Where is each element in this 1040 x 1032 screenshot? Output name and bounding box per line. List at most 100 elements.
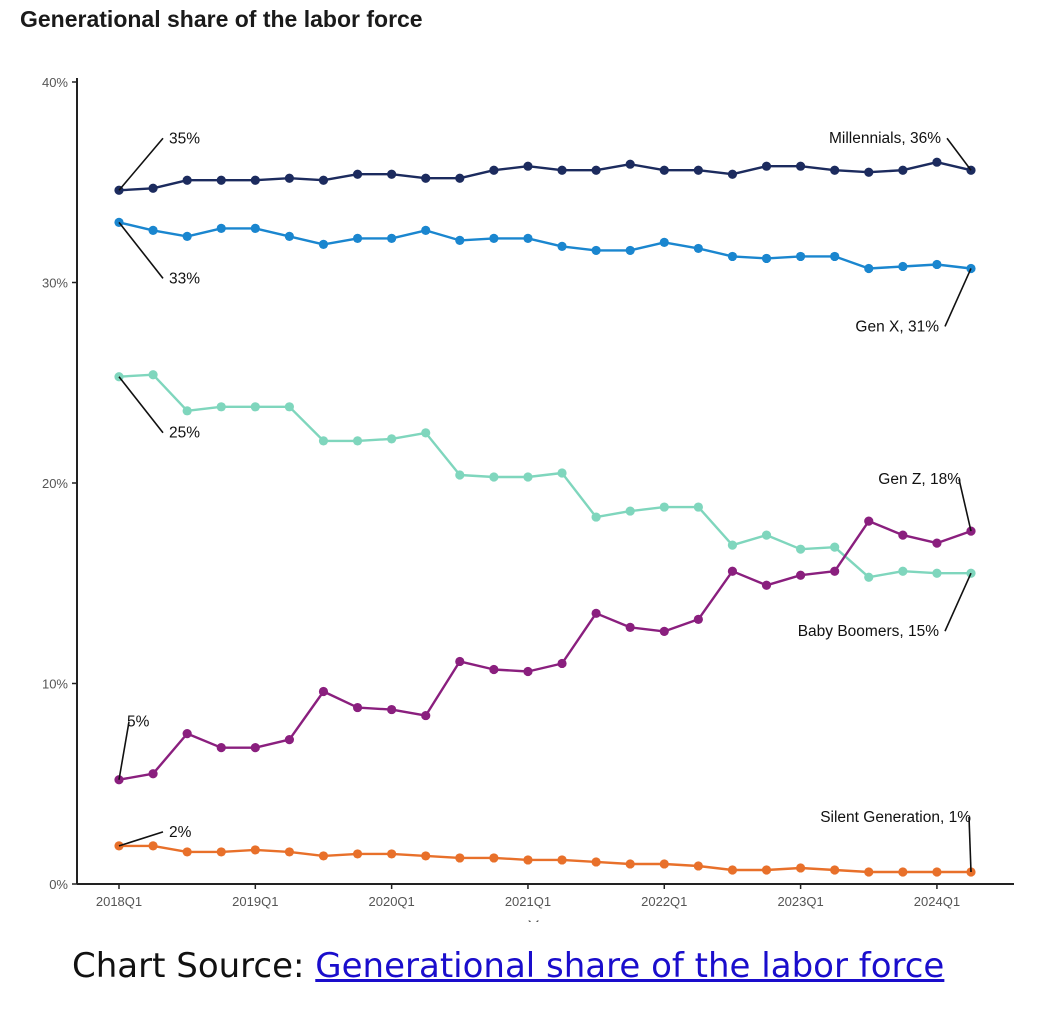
data-point-silent-generation <box>318 851 329 861</box>
leader-line-gen-x <box>118 221 164 279</box>
data-point-silent-generation <box>250 845 260 855</box>
data-point-baby-boomers <box>216 402 226 412</box>
data-point-baby-boomers <box>557 468 567 478</box>
data-point-silent-generation <box>796 863 806 873</box>
data-point-gen-x <box>352 233 363 243</box>
data-point-silent-generation <box>591 857 601 867</box>
data-point-gen-z <box>455 656 465 667</box>
data-point-baby-boomers <box>352 436 363 446</box>
data-point-gen-x <box>148 225 158 235</box>
data-point-millennials <box>796 161 806 171</box>
data-point-gen-x <box>250 223 260 233</box>
data-point-silent-generation <box>387 849 397 859</box>
label-end-gen-x: Gen X, 31% <box>855 318 939 335</box>
leader-line-silent-generation <box>118 831 164 847</box>
y-tick-label: 30% <box>42 276 68 291</box>
data-point-gen-z <box>625 622 635 632</box>
data-point-gen-x <box>796 251 806 262</box>
series-line-gen-x <box>118 221 972 270</box>
data-point-millennials <box>489 165 499 175</box>
data-point-gen-x <box>591 245 601 256</box>
data-point-silent-generation <box>489 853 499 863</box>
x-tick-label: 2018Q1 <box>96 894 142 909</box>
data-point-gen-z <box>523 666 533 677</box>
label-start-silent-generation: 2% <box>169 824 192 841</box>
data-point-baby-boomers <box>864 572 874 582</box>
y-tick-label: 0% <box>49 877 68 892</box>
data-point-gen-x <box>864 263 874 274</box>
data-point-millennials <box>352 169 363 179</box>
data-point-millennials <box>625 159 635 169</box>
data-point-baby-boomers <box>830 542 840 552</box>
data-point-gen-x <box>387 233 397 243</box>
data-point-gen-z <box>489 664 499 675</box>
source-prefix: Chart Source: <box>72 946 316 986</box>
x-tick-label: 2021Q1 <box>505 894 551 909</box>
data-point-baby-boomers <box>489 472 499 482</box>
x-tick-label: 2023Q1 <box>777 894 823 909</box>
data-point-millennials <box>318 175 329 185</box>
data-point-millennials <box>727 169 738 179</box>
data-point-baby-boomers <box>796 544 806 554</box>
label-start-millennials: 35% <box>169 130 200 147</box>
y-tick-label: 40% <box>42 75 68 90</box>
series-millennials <box>114 157 976 195</box>
data-point-baby-boomers <box>148 370 158 380</box>
data-point-millennials <box>250 175 260 185</box>
data-point-silent-generation <box>898 867 908 877</box>
data-point-gen-z <box>421 710 431 721</box>
data-point-silent-generation <box>727 865 738 875</box>
source-link[interactable]: Generational share of the labor force <box>315 946 945 986</box>
data-point-silent-generation <box>352 849 363 859</box>
data-point-millennials <box>557 165 567 175</box>
data-point-gen-z <box>216 743 226 753</box>
data-point-gen-x <box>182 231 192 241</box>
data-point-silent-generation <box>421 851 431 861</box>
data-point-baby-boomers <box>455 470 465 480</box>
leader-line-gen-z <box>958 478 972 532</box>
data-point-gen-z <box>864 516 874 526</box>
series-baby-boomers <box>114 370 976 582</box>
series-gen-x <box>114 217 976 274</box>
data-point-millennials <box>864 167 874 177</box>
data-point-millennials <box>216 175 226 185</box>
data-point-gen-z <box>284 735 294 745</box>
data-point-baby-boomers <box>625 506 635 516</box>
x-axis-label: Year <box>528 917 563 930</box>
data-point-baby-boomers <box>421 428 431 438</box>
data-point-gen-z <box>761 580 772 590</box>
data-point-gen-x <box>898 261 908 272</box>
data-point-baby-boomers <box>727 540 738 550</box>
series-line-gen-z <box>118 519 972 781</box>
data-point-baby-boomers <box>250 402 260 412</box>
data-point-gen-x <box>761 253 772 264</box>
leader-line-silent-generation <box>968 816 972 872</box>
data-point-gen-x <box>830 251 840 262</box>
data-point-gen-z <box>318 686 329 697</box>
data-point-gen-z <box>796 570 806 580</box>
y-tick-label: 20% <box>42 476 68 491</box>
data-point-gen-x <box>625 245 635 256</box>
series-line-silent-generation <box>119 844 971 874</box>
data-point-baby-boomers <box>387 434 397 444</box>
label-end-baby-boomers: Baby Boomers, 15% <box>798 623 940 640</box>
data-point-millennials <box>284 173 294 183</box>
label-start-gen-x: 33% <box>169 270 200 287</box>
data-point-silent-generation <box>557 855 567 865</box>
data-point-millennials <box>898 165 908 175</box>
x-tick-label: 2022Q1 <box>641 894 687 909</box>
data-point-silent-generation <box>932 867 942 877</box>
data-point-millennials <box>421 173 431 183</box>
leader-line-millennials <box>946 137 972 171</box>
data-point-silent-generation <box>455 853 465 863</box>
data-point-silent-generation <box>148 841 158 851</box>
data-point-baby-boomers <box>284 402 294 412</box>
label-start-gen-z: 5% <box>127 714 150 731</box>
leader-line-gen-z <box>118 721 130 780</box>
data-point-millennials <box>932 157 942 167</box>
data-point-gen-x <box>284 231 294 241</box>
chart-axes: 0% 10% 20% 30% 40% 2018Q1 2019Q1 2020Q1 2021Q1 20… <box>42 75 1014 930</box>
data-point-silent-generation <box>761 865 772 875</box>
annotations-layer: 35% Millennials, 36% 33% Gen X, 31% 25% Baby … <box>118 130 972 872</box>
data-point-gen-x <box>318 239 329 250</box>
